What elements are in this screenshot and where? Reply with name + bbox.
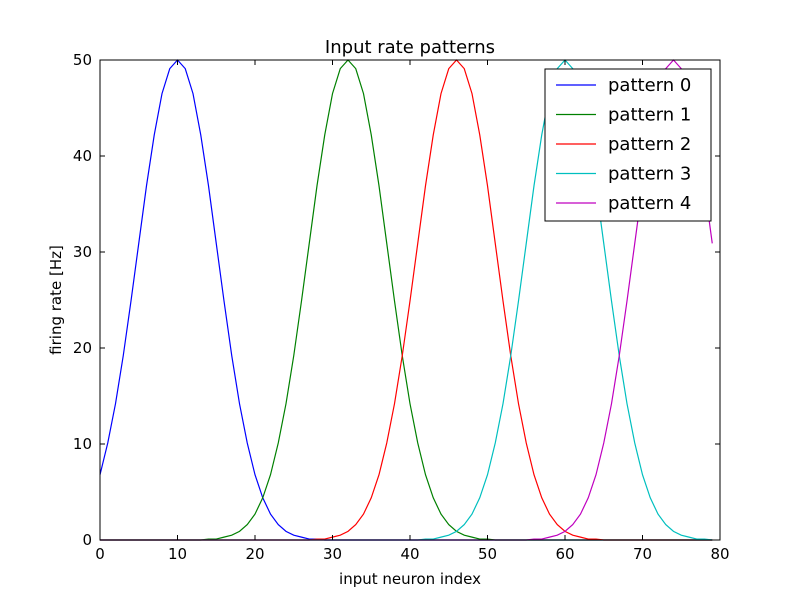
chart-title: Input rate patterns (325, 37, 495, 58)
x-tick-label-0: 0 (95, 545, 105, 563)
x-tick-label-4: 40 (400, 545, 419, 563)
legend-label-3: pattern 3 (608, 164, 691, 185)
legend-label-0: pattern 0 (608, 75, 691, 96)
x-tick-label-6: 60 (555, 545, 574, 563)
y-tick-label-0: 0 (82, 531, 92, 549)
legend-label-2: pattern 2 (608, 134, 691, 155)
ticks-layer: 0 10 20 30 40 50 60 70 80 0 10 20 30 40 50 (73, 51, 730, 563)
y-tick-label-1: 10 (73, 435, 92, 453)
legend-box (544, 68, 712, 222)
plot-area: 0 10 20 30 40 50 60 70 80 0 10 20 30 40 50 (73, 51, 730, 563)
legend: pattern 0 pattern 1 pattern 2 pattern 3 patt… (544, 68, 712, 222)
x-tick-label-2: 20 (245, 545, 264, 563)
x-axis-label: input neuron index (339, 570, 481, 588)
legend-items: pattern 0 pattern 1 pattern 2 pattern 3 patt… (556, 75, 691, 214)
x-tick-label-7: 70 (633, 545, 652, 563)
y-tick-label-2: 20 (73, 339, 92, 357)
x-tick-label-3: 30 (323, 545, 342, 563)
legend-label-4: pattern 4 (608, 193, 691, 214)
y-tick-label-5: 50 (73, 51, 92, 69)
x-tick-label-1: 10 (168, 545, 187, 563)
y-tick-label-3: 30 (73, 243, 92, 261)
x-tick-label-5: 50 (478, 545, 497, 563)
legend-label-1: pattern 1 (608, 105, 691, 126)
x-tick-label-8: 80 (710, 545, 729, 563)
y-tick-label-4: 40 (73, 147, 92, 165)
y-axis-label: firing rate [Hz] (47, 245, 65, 355)
